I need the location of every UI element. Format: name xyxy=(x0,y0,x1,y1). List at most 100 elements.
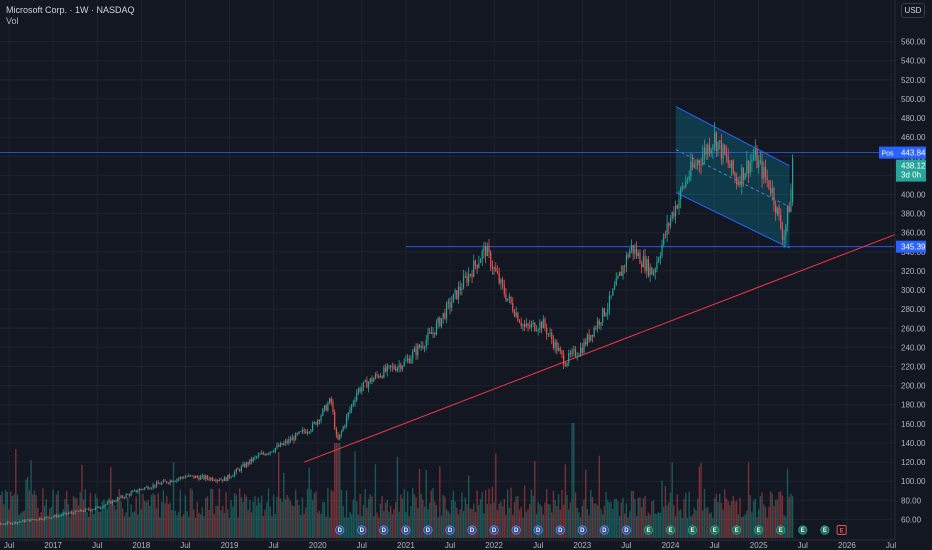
trendline[interactable] xyxy=(304,232,900,463)
level-price-label-top: 443.84 xyxy=(901,149,926,158)
candle-body xyxy=(122,495,124,498)
candle-body xyxy=(284,441,287,444)
volume-bar xyxy=(500,501,502,538)
price-axis[interactable]: 60.00 80.00 100.00 120.00 140.00 160.00 180.00… xyxy=(894,0,932,550)
symbol-legend[interactable]: Microsoft Corp. · 1W · NASDAQ Vol xyxy=(6,5,135,27)
volume-bar xyxy=(154,494,156,538)
volume-bar xyxy=(333,443,336,538)
volume-bar xyxy=(240,497,243,538)
volume-bar xyxy=(269,506,271,538)
volume-bar xyxy=(566,494,568,538)
candle-body xyxy=(242,463,244,467)
candle-body xyxy=(71,512,73,514)
symbol-title[interactable]: Microsoft Corp. · 1W · NASDAQ xyxy=(6,5,135,15)
candle-body xyxy=(23,520,25,522)
price-tick-label: 120.00 xyxy=(901,458,926,467)
candle-body xyxy=(8,522,10,523)
volume-bar xyxy=(93,514,95,538)
rising-trendline xyxy=(304,232,900,463)
candle-body xyxy=(83,511,85,513)
candle-body xyxy=(44,517,46,520)
candle-body xyxy=(615,278,617,286)
volume-bar xyxy=(230,499,232,538)
candle-body xyxy=(539,322,541,330)
earnings-marker-icon xyxy=(820,525,830,535)
volume-bar xyxy=(644,495,646,538)
volume-bar xyxy=(59,515,61,538)
candle-body xyxy=(749,162,751,174)
volume-bar xyxy=(388,511,390,538)
candle-body xyxy=(305,431,307,434)
candle-body xyxy=(301,430,304,432)
candle-body xyxy=(381,376,383,378)
candle-body xyxy=(386,365,388,372)
candle-body xyxy=(28,519,30,522)
candle-body xyxy=(111,500,114,504)
candle-body xyxy=(780,214,782,229)
candle-body xyxy=(323,405,326,409)
candle-body xyxy=(578,354,580,356)
volume-bar xyxy=(247,510,249,538)
candle-body xyxy=(790,189,792,213)
volume-bar xyxy=(661,480,663,538)
candle-body xyxy=(559,348,561,351)
candle-body xyxy=(768,180,770,189)
descending-channel[interactable] xyxy=(675,106,790,249)
candle-body xyxy=(444,312,446,319)
candle-body xyxy=(77,511,80,513)
volume-bar xyxy=(118,489,120,538)
volume-bar xyxy=(539,504,541,538)
candle-body xyxy=(786,207,789,225)
candle-body xyxy=(510,296,512,303)
candle-body xyxy=(318,420,320,421)
candle-body xyxy=(99,507,102,509)
volume-bar xyxy=(327,488,329,538)
candle-body xyxy=(627,255,629,258)
candle-body xyxy=(500,279,502,284)
candle-body xyxy=(563,354,565,366)
candle-body xyxy=(447,301,449,304)
volume-bar xyxy=(337,443,339,538)
volume-bar xyxy=(374,464,377,538)
volume-bar xyxy=(439,465,441,538)
candle-body xyxy=(525,323,527,327)
candle-body xyxy=(659,255,661,260)
volume-bar xyxy=(590,489,592,538)
candle-body xyxy=(183,477,185,479)
candle-body xyxy=(42,519,44,521)
candle-body xyxy=(568,353,570,363)
candle-body xyxy=(340,431,343,435)
time-tick-label: 2020 xyxy=(309,541,327,550)
candle-body xyxy=(45,516,47,518)
volume-bar xyxy=(317,512,319,538)
candle-body xyxy=(315,422,317,425)
volume-bar xyxy=(252,501,254,538)
candle-body xyxy=(308,431,310,433)
volume-bar xyxy=(785,516,787,538)
volume-bar xyxy=(266,502,268,538)
volume-bar xyxy=(591,497,594,538)
volume-bar xyxy=(164,503,166,538)
volume-legend[interactable]: Vol xyxy=(6,16,19,26)
candle-body xyxy=(666,223,668,236)
volume-bar xyxy=(328,517,331,538)
time-axis[interactable]: Jul 2017 Jul 2018 Jul 2019 Jul 2020 Jul 2021 Jul 20… xyxy=(0,539,896,550)
candle-body xyxy=(764,166,767,177)
candle-body xyxy=(540,322,543,329)
candle-body xyxy=(362,381,365,388)
candle-body xyxy=(237,468,239,470)
volume-bar xyxy=(440,515,443,538)
event-marker-label: D xyxy=(382,528,387,534)
volume-bar xyxy=(20,513,22,538)
volume-bar xyxy=(242,501,244,538)
candle-body xyxy=(189,475,192,477)
volume-bar xyxy=(549,504,551,538)
candle-body xyxy=(632,245,634,254)
volume-bar xyxy=(106,508,109,538)
candle-body xyxy=(478,262,480,268)
candle-body xyxy=(54,514,56,517)
currency-button[interactable]: USD xyxy=(901,3,925,18)
candle-body xyxy=(332,402,334,413)
